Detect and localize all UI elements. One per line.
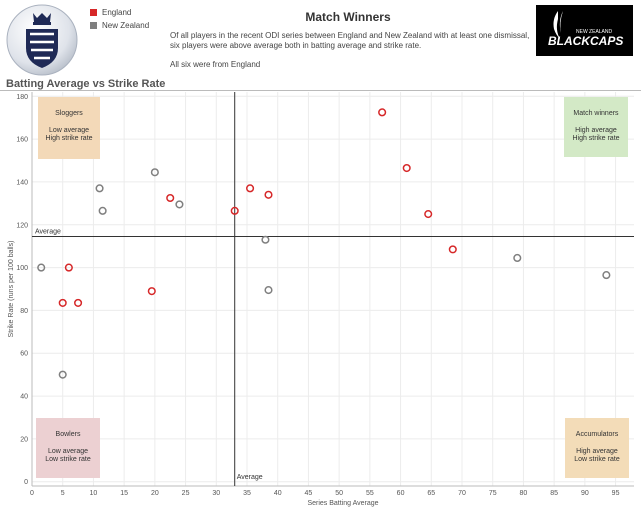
x-tick-label: 60	[397, 490, 405, 497]
data-point-england	[246, 184, 255, 193]
chart-title: Batting Average vs Strike Rate	[6, 78, 166, 90]
new-zealand-swatch	[90, 21, 97, 29]
data-point-england	[74, 298, 83, 307]
data-point-england	[147, 287, 156, 296]
quadrant-line2-accumulators: Low strike rate	[574, 456, 620, 463]
y-axis-title: Strike Rate (runs per 100 balls)	[8, 241, 15, 338]
data-point-new-zealand	[264, 286, 273, 295]
y-tick-label: 100	[16, 265, 28, 272]
quadrant-line1-bowlers: Low average	[48, 448, 88, 455]
description-paragraph: All six were from England	[170, 60, 261, 69]
y-tick-label: 20	[20, 436, 28, 443]
quadrant-title-match-winners: Match winners	[573, 110, 619, 117]
data-point-new-zealand	[95, 184, 104, 193]
x-tick-label: 40	[274, 490, 282, 497]
description-paragraph: Of all players in the recent ODI series …	[170, 31, 530, 50]
x-tick-label: 15	[120, 490, 128, 497]
data-point-england	[402, 163, 411, 173]
data-point-new-zealand	[175, 200, 184, 209]
quadrant-box-accumulators	[565, 418, 629, 478]
x-tick-label: 5	[61, 490, 65, 497]
data-point-england	[58, 298, 67, 307]
quadrant-title-accumulators: Accumulators	[576, 431, 619, 438]
x-tick-label: 75	[489, 490, 497, 497]
quadrant-line1-match-winners: High average	[575, 127, 617, 134]
average-label-vertical: Average	[237, 474, 263, 481]
x-tick-label: 50	[335, 490, 343, 497]
data-point-new-zealand	[602, 271, 611, 280]
x-tick-label: 0	[30, 490, 34, 497]
blackcaps-logo: NEW ZEALAND BLACKCAPS	[536, 5, 633, 56]
quadrant-line1-accumulators: High average	[576, 448, 618, 455]
legend-item-new-zealand[interactable]: New Zealand	[90, 19, 149, 31]
y-tick-label: 160	[16, 137, 28, 144]
quadrant-line2-sloggers: High strike rate	[45, 135, 92, 142]
x-tick-label: 30	[212, 490, 220, 497]
quadrant-line1-sloggers: Low average	[49, 127, 89, 134]
data-point-new-zealand	[150, 168, 159, 177]
x-tick-label: 35	[243, 490, 251, 497]
data-point-new-zealand	[261, 235, 270, 244]
quadrant-title-bowlers: Bowlers	[56, 431, 81, 438]
header-divider	[0, 90, 641, 91]
y-tick-label: 40	[20, 394, 28, 401]
data-point-england	[264, 190, 273, 199]
description: Of all players in the recent ODI series …	[170, 31, 530, 79]
y-tick-label: 0	[24, 479, 28, 486]
x-tick-label: 10	[90, 490, 98, 497]
legend-label: England	[102, 7, 132, 17]
nz-logo-line1: NEW ZEALAND	[576, 29, 613, 35]
quadrant-line2-bowlers: Low strike rate	[45, 456, 91, 463]
y-tick-label: 180	[16, 94, 28, 101]
y-tick-label: 120	[16, 222, 28, 229]
x-tick-label: 45	[305, 490, 313, 497]
nz-logo-line2: BLACKCAPS	[548, 34, 623, 48]
england-cricket-crest-logo	[6, 4, 78, 76]
x-tick-label: 20	[151, 490, 159, 497]
x-axis-title: Series Batting Average	[307, 500, 378, 507]
data-point-england	[64, 263, 73, 272]
y-tick-label: 140	[16, 179, 28, 186]
legend-label: New Zealand	[102, 20, 150, 30]
quadrant-line2-match-winners: High strike rate	[572, 135, 619, 142]
legend-item-england[interactable]: England	[90, 6, 149, 18]
data-point-new-zealand	[37, 263, 46, 272]
quadrant-box-bowlers	[36, 418, 100, 478]
quadrant-box-sloggers	[38, 97, 100, 159]
y-tick-label: 80	[20, 308, 28, 315]
x-tick-label: 90	[581, 490, 589, 497]
dashboard-title: Match Winners	[305, 10, 391, 24]
legend: England New Zealand	[90, 6, 149, 32]
x-tick-label: 65	[427, 490, 435, 497]
data-point-new-zealand	[98, 206, 107, 215]
x-tick-label: 55	[366, 490, 374, 497]
quadrant-title-sloggers: Sloggers	[55, 110, 83, 117]
data-point-new-zealand	[58, 370, 67, 379]
data-point-england	[230, 206, 239, 215]
x-tick-label: 25	[182, 490, 190, 497]
y-tick-label: 60	[20, 351, 28, 358]
x-tick-label: 85	[550, 490, 558, 497]
data-point-england	[166, 193, 175, 203]
data-point-england	[424, 210, 433, 219]
x-tick-label: 95	[612, 490, 620, 497]
x-tick-label: 80	[520, 490, 528, 497]
data-point-england	[378, 108, 387, 117]
average-label-horizontal: Average	[35, 229, 61, 236]
england-swatch	[90, 8, 97, 16]
data-point-new-zealand	[513, 253, 522, 263]
x-tick-label: 70	[458, 490, 466, 497]
quadrant-box-match-winners	[564, 97, 628, 157]
data-point-england	[448, 245, 457, 254]
